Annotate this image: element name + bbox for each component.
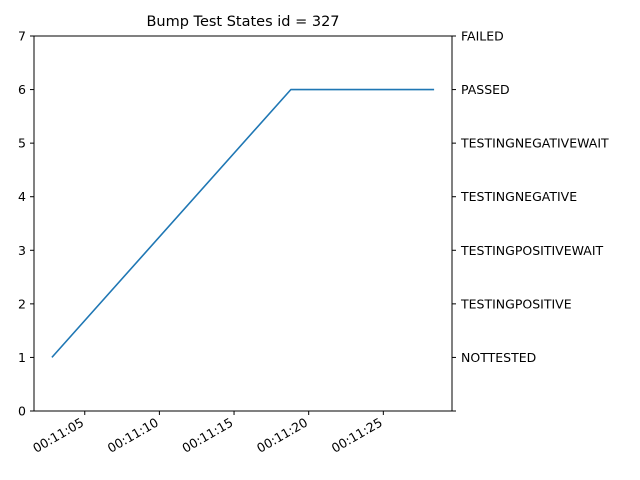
y-tick-label: 0 (18, 404, 26, 419)
right-axis-label: TESTINGNEGATIVEWAIT (460, 136, 609, 151)
x-tick-label: 00:11:05 (30, 415, 86, 456)
y-tick-label: 3 (18, 243, 26, 258)
y-tick-label: 1 (18, 350, 26, 365)
chart-title: Bump Test States id = 327 (146, 14, 339, 30)
x-tick-label: 00:11:20 (254, 415, 310, 456)
y-tick-label: 5 (18, 136, 26, 151)
y-tick-label: 4 (18, 189, 26, 204)
right-axis-label: TESTINGNEGATIVE (460, 189, 577, 204)
right-axis-label: PASSED (461, 82, 510, 97)
plot-frame (33, 35, 453, 412)
right-axis-label: FAILED (461, 29, 504, 44)
x-tick-label: 00:11:10 (105, 415, 161, 456)
y-tick-label: 7 (18, 29, 26, 44)
y-tick-label: 6 (18, 82, 26, 97)
x-tick-label: 00:11:25 (329, 415, 385, 456)
series-line (51, 88, 435, 358)
x-tick-label: 00:11:15 (179, 415, 235, 456)
right-axis-label: TESTINGPOSITIVEWAIT (460, 243, 604, 258)
right-axis-label: TESTINGPOSITIVE (460, 296, 572, 311)
y-tick-label: 2 (18, 296, 26, 311)
right-axis-label: NOTTESTED (461, 350, 536, 365)
